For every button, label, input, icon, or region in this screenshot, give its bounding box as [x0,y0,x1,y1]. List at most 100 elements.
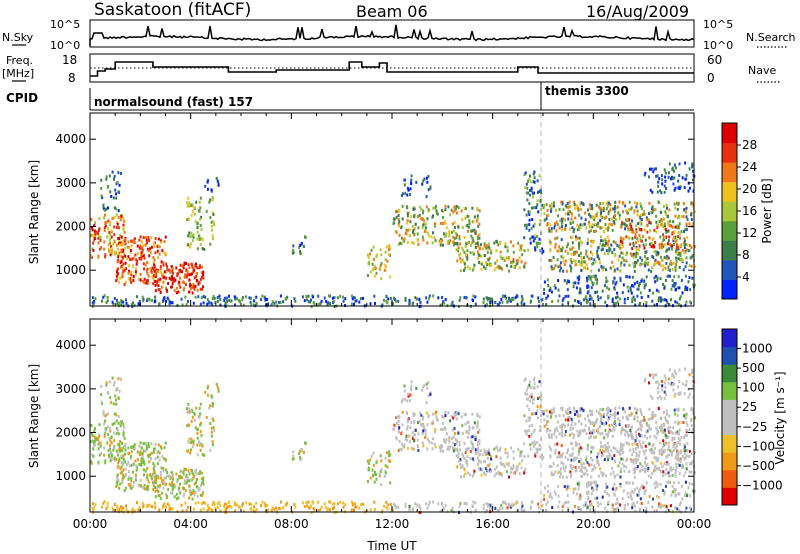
power-cell [606,240,609,244]
power-cell [474,245,477,249]
velocity-cell [177,496,180,500]
velocity-cell [554,451,557,455]
power-cell [644,261,647,265]
velocity-cell [384,456,387,460]
velocity-cell [199,423,202,427]
velocity-cell [128,475,131,479]
power-cell [619,239,622,243]
velocity-cell [230,505,233,509]
velocity-cell [417,445,419,449]
power-cell [578,241,580,245]
velocity-cell [304,441,307,445]
power-cell [673,275,676,279]
velocity-cell [554,443,557,447]
power-cell [589,250,592,254]
velocity-cell [196,453,199,457]
velocity-cell [129,456,132,460]
velocity-cell [478,439,481,442]
velocity-cell [631,506,634,510]
power-cell [157,288,160,292]
velocity-cell [468,425,471,429]
velocity-cell [203,453,206,457]
power-cell [119,276,122,280]
velocity-cell [182,470,185,474]
velocity-cell [546,414,549,418]
power-cell [466,242,469,245]
power-cell [556,258,559,262]
velocity-cell [553,432,556,436]
velocity-cell [200,433,203,437]
power-cell [570,211,573,215]
power-cell [638,244,641,248]
velocity-cell [469,450,472,453]
power-cell [560,266,562,270]
power-cell [648,221,651,224]
power-cell [369,252,372,256]
velocity-cell [598,411,601,415]
power-cell [130,303,133,306]
velocity-cell [566,485,569,489]
velocity-cell [130,509,133,512]
power-cell [120,171,122,175]
power-cell [190,231,193,235]
velocity-cell [463,502,466,506]
velocity-cell [677,422,679,426]
velocity-cell [595,487,598,491]
velocity-cell [541,453,543,457]
power-cell [655,274,658,278]
power-cell [657,251,659,255]
power-cell [617,211,620,215]
velocity-cell [208,406,211,410]
power-cell [548,258,551,262]
power-cell [200,215,202,219]
velocity-cell [567,411,570,415]
velocity-cell [194,490,197,494]
power-cell [616,267,619,271]
power-cell [685,224,688,228]
power-cell [549,242,552,246]
power-cell [433,222,436,226]
velocity-cell [100,452,103,455]
velocity-cell [200,502,203,506]
power-cell [404,231,407,235]
power-cell [685,206,688,210]
velocity-cell [94,503,97,507]
velocity-cell [116,428,119,432]
velocity-cell [527,385,529,389]
power-cell [444,221,447,225]
velocity-cell [680,464,683,468]
power-cell [672,182,675,186]
velocity-cell [515,468,518,472]
power-cell [613,210,616,214]
power-cell [171,269,174,273]
power-cell [634,303,637,307]
velocity-cell [398,426,401,430]
power-cell [536,245,539,249]
velocity-cell [663,433,666,436]
velocity-cell [607,458,610,462]
velocity-cell [556,464,559,468]
power-cell [582,298,585,302]
velocity-cell [154,443,157,447]
power-cell [656,174,659,178]
power-cell [118,183,121,187]
velocity-cell [510,470,513,474]
velocity-cell [166,502,169,506]
velocity-cell [113,421,116,425]
power-cell [677,252,680,256]
power-cell [580,260,583,264]
power-cell [672,261,675,265]
velocity-cell [180,469,183,473]
power-cell [392,221,395,225]
velocity-cell [605,432,608,436]
power-cell [414,227,416,231]
velocity-cell [483,450,486,454]
velocity-cell [583,428,586,432]
power-cell [653,303,656,307]
velocity-cell [121,477,124,481]
velocity-cell [607,500,610,504]
velocity-cell [103,500,106,504]
velocity-cell [450,509,453,513]
power-cell [661,245,663,249]
velocity-cell [596,457,599,461]
